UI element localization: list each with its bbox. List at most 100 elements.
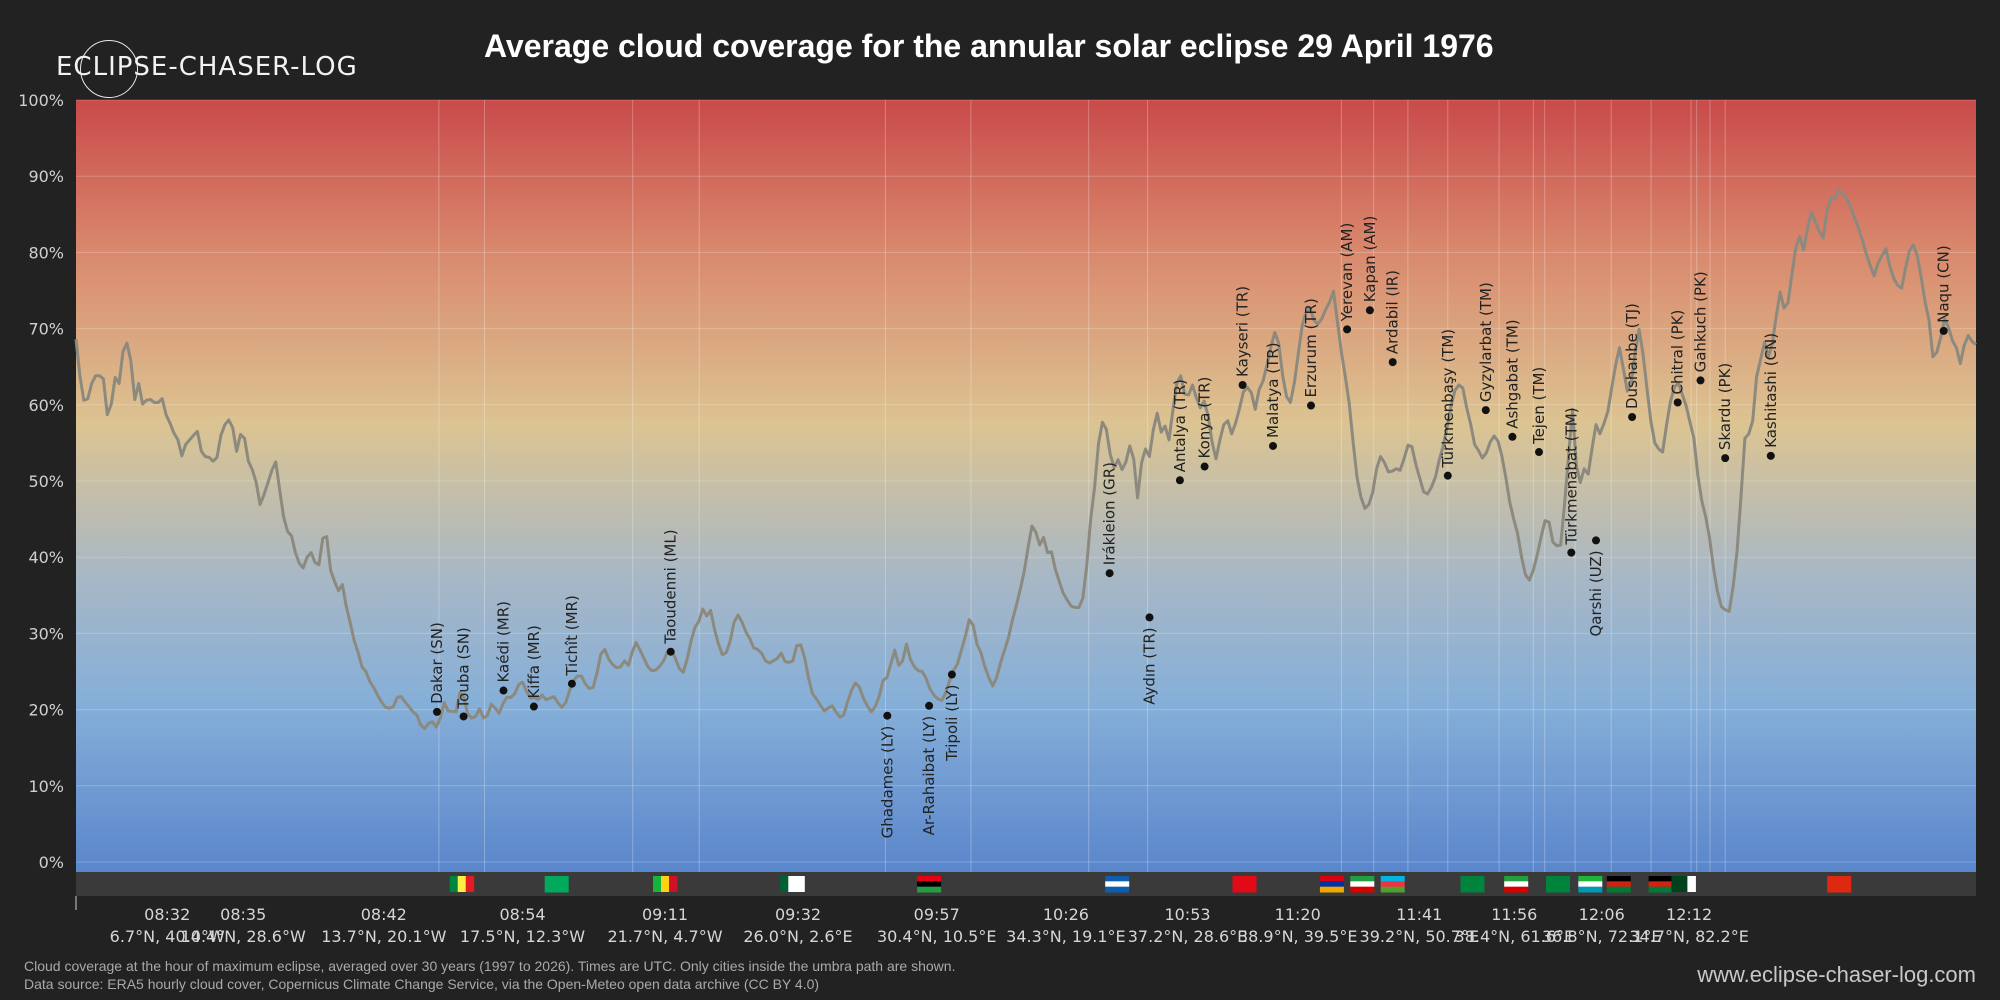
flag-tr-icon bbox=[1232, 876, 1257, 893]
y-tick-label: 90% bbox=[28, 167, 64, 186]
city-label: Malatya (TR) bbox=[1264, 342, 1282, 438]
x-tick-coord: 38.4°N, 61.6°E bbox=[1455, 927, 1575, 946]
city-marker bbox=[1939, 326, 1948, 335]
x-tick-coord: 36.8°N, 72.1°E bbox=[1542, 927, 1662, 946]
flag-tm-icon bbox=[1546, 876, 1570, 893]
y-tick-label: 50% bbox=[28, 472, 64, 491]
city-label: Ardabil (IR) bbox=[1384, 270, 1402, 354]
chart-title: Average cloud coverage for the annular s… bbox=[484, 28, 1494, 64]
flag-stripe bbox=[917, 886, 942, 893]
city-marker bbox=[1628, 412, 1637, 421]
flag-stripe bbox=[1679, 876, 1688, 892]
city-label: Konya (TR) bbox=[1196, 377, 1214, 459]
flag-stripe bbox=[1504, 886, 1529, 893]
city-marker bbox=[1105, 569, 1114, 578]
flag-az-icon bbox=[1380, 876, 1405, 893]
flag-stripe bbox=[544, 876, 569, 882]
city-marker bbox=[1673, 398, 1682, 407]
flag-stripe bbox=[1380, 881, 1405, 888]
city-marker bbox=[1200, 462, 1209, 471]
flag-sn-icon bbox=[449, 876, 475, 892]
city-label: Chitral (PK) bbox=[1669, 310, 1687, 395]
x-tick-time: 10:26 bbox=[1043, 905, 1089, 924]
x-tick-time: 12:06 bbox=[1579, 905, 1625, 924]
x-tick-time: 11:41 bbox=[1396, 905, 1442, 924]
flag-stripe bbox=[544, 886, 569, 893]
city-label: Ghadames (LY) bbox=[878, 726, 896, 839]
city-label: Qarshi (UZ) bbox=[1587, 550, 1605, 636]
flag-tm-icon bbox=[1460, 876, 1485, 893]
y-tick-label: 80% bbox=[28, 243, 64, 262]
flag-stripe bbox=[1606, 881, 1631, 888]
flag-stripe bbox=[788, 876, 797, 892]
city-label: Kayseri (TR) bbox=[1234, 286, 1252, 377]
flag-ir-icon bbox=[1504, 876, 1529, 893]
city-marker bbox=[666, 647, 675, 656]
flag-ml-icon bbox=[653, 876, 678, 892]
flag-stripe bbox=[669, 876, 678, 892]
y-tick-label: 40% bbox=[28, 548, 64, 567]
city-marker bbox=[925, 701, 934, 710]
cloud-coverage-series bbox=[74, 188, 1977, 731]
x-tick-time: 10:53 bbox=[1164, 905, 1210, 924]
x-tick-coord: 26.0°N, 2.6°E bbox=[743, 927, 852, 946]
city-label: Antalya (TR) bbox=[1171, 379, 1189, 472]
city-marker bbox=[883, 711, 892, 720]
x-tick-coord: 34.7°N, 82.2°E bbox=[1629, 927, 1749, 946]
y-tick-label: 10% bbox=[28, 777, 64, 796]
footnote-line-1: Cloud coverage at the hour of maximum ec… bbox=[24, 958, 956, 974]
flag-stripe bbox=[1350, 886, 1375, 893]
y-tick-label: 70% bbox=[28, 320, 64, 339]
flag-cn-icon bbox=[1827, 876, 1852, 893]
flag-stripe bbox=[653, 876, 662, 892]
flag-stripe bbox=[1232, 876, 1257, 882]
city-label: Aydın (TR) bbox=[1141, 627, 1159, 704]
city-label: Dushanbe (TJ) bbox=[1623, 303, 1641, 409]
y-tick-label: 60% bbox=[28, 396, 64, 415]
city-marker bbox=[1721, 454, 1730, 463]
x-tick-time: 08:35 bbox=[220, 905, 266, 924]
x-tick-coord: 13.7°N, 20.1°W bbox=[321, 927, 446, 946]
y-tick-label: 0% bbox=[39, 853, 64, 872]
flag-stripe bbox=[1648, 881, 1673, 888]
x-tick-coord: 37.2°N, 28.6°E bbox=[1128, 927, 1248, 946]
city-label: Kapan (AM) bbox=[1361, 216, 1379, 303]
city-label: Yerevan (AM) bbox=[1338, 223, 1356, 323]
city-label: Kaédi (MR) bbox=[495, 601, 513, 683]
site-url: www.eclipse-chaser-log.com bbox=[1697, 962, 1976, 987]
flag-stripe bbox=[1380, 876, 1405, 882]
flag-stripe bbox=[1460, 881, 1485, 888]
city-label: Irákleion (GR) bbox=[1101, 462, 1119, 565]
city-marker bbox=[1388, 358, 1397, 367]
city-marker bbox=[1481, 406, 1490, 415]
x-tick-coord: 34.3°N, 19.1°E bbox=[1006, 927, 1126, 946]
flag-uz-icon bbox=[1578, 876, 1603, 893]
flag-stripe bbox=[780, 876, 789, 892]
flag-af-icon bbox=[1606, 876, 1631, 893]
flag-stripe bbox=[1350, 876, 1375, 882]
flag-stripe bbox=[457, 876, 467, 892]
flag-stripe bbox=[1105, 876, 1130, 882]
flag-stripe bbox=[1606, 876, 1631, 882]
plot-background bbox=[76, 100, 1976, 872]
flag-stripe bbox=[1546, 881, 1570, 888]
city-label: Gyzylarbat (TM) bbox=[1477, 282, 1495, 402]
city-label: Tichît (MR) bbox=[563, 595, 581, 677]
flag-stripe bbox=[1827, 876, 1852, 882]
city-marker bbox=[1766, 451, 1775, 460]
flag-stripe bbox=[1460, 876, 1485, 882]
city-marker bbox=[459, 712, 468, 721]
flag-stripe bbox=[1546, 886, 1570, 893]
x-tick-time: 09:11 bbox=[642, 905, 688, 924]
flag-pk-icon bbox=[1671, 876, 1696, 892]
flag-stripe bbox=[1319, 886, 1344, 893]
flag-stripe bbox=[1319, 876, 1344, 882]
x-tick-time: 08:54 bbox=[499, 905, 545, 924]
x-tick-coord: 38.9°N, 39.5°E bbox=[1238, 927, 1358, 946]
flag-ly-icon bbox=[917, 876, 942, 893]
x-tick-time: 11:20 bbox=[1275, 905, 1321, 924]
footnote-line-2: Data source: ERA5 hourly cloud cover, Co… bbox=[24, 976, 820, 992]
flag-stripe bbox=[1546, 876, 1570, 882]
city-marker bbox=[1567, 548, 1576, 557]
